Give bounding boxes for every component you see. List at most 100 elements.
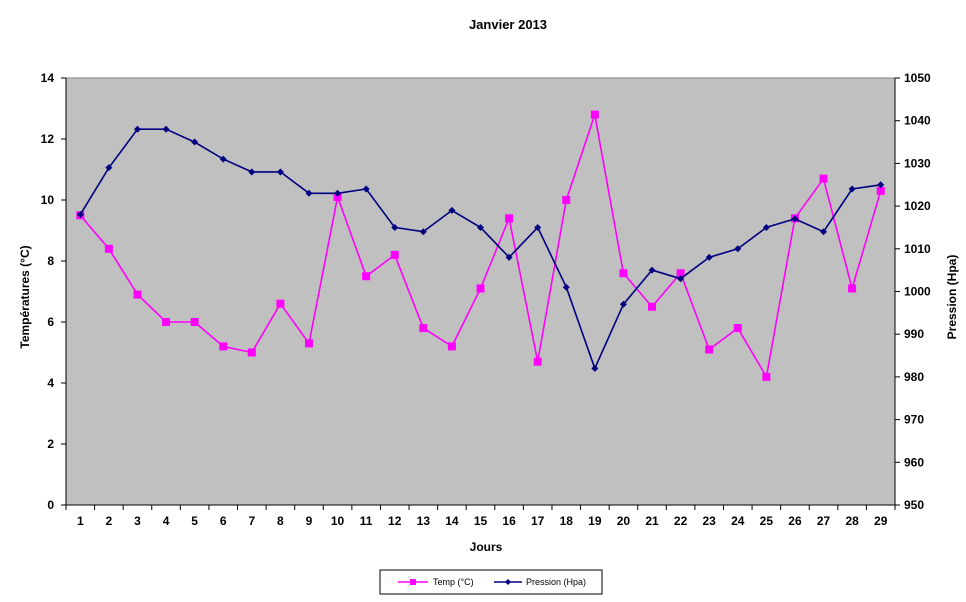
pressure-point xyxy=(619,300,627,308)
right-tick-label: 980 xyxy=(904,370,924,384)
x-tick-label: 8 xyxy=(277,514,284,528)
right-tick-label: 960 xyxy=(904,455,924,469)
temp-point xyxy=(247,348,256,357)
temp-point xyxy=(619,269,628,278)
right-tick-label: 1020 xyxy=(904,199,931,213)
temp-point xyxy=(533,357,542,366)
x-tick-label: 17 xyxy=(531,514,545,528)
pressure-point xyxy=(648,266,656,274)
x-tick-label: 24 xyxy=(731,514,745,528)
right-tick-label: 1000 xyxy=(904,285,931,299)
temp-point xyxy=(648,302,657,311)
legend-temp-label: Temp (°C) xyxy=(433,577,474,587)
temp-point xyxy=(390,250,399,259)
left-tick-label: 10 xyxy=(41,193,55,207)
pressure-point xyxy=(76,211,84,219)
pressure-point xyxy=(762,223,770,231)
temp-point xyxy=(733,324,742,333)
temp-point xyxy=(848,284,857,293)
left-tick-label: 8 xyxy=(47,254,54,268)
right-y-axis-title: Pression (Hpa) xyxy=(945,255,959,340)
pressure-point xyxy=(477,223,484,231)
temp-point xyxy=(476,284,485,293)
x-tick-label: 21 xyxy=(645,514,659,528)
x-tick-label: 11 xyxy=(360,514,373,528)
pressure-point xyxy=(305,189,313,197)
right-tick-label: 1040 xyxy=(904,114,931,128)
left-tick-label: 12 xyxy=(41,132,55,146)
left-tick-label: 6 xyxy=(47,315,54,329)
x-axis: 1 2 3 4 5 6 7 8 9 10 11 12 13 14 15 16 17 18 19 20 21 22 23 24 2… xyxy=(65,504,896,528)
temp-point xyxy=(876,186,885,195)
x-tick-label: 14 xyxy=(445,514,459,528)
right-tick-label: 1030 xyxy=(904,156,931,170)
temp-point xyxy=(104,244,113,253)
x-tick-label: 10 xyxy=(331,514,345,528)
temp-point xyxy=(447,342,456,351)
legend-pressure-label: Pression (Hpa) xyxy=(526,577,586,587)
pressure-point xyxy=(534,223,542,231)
x-tick-label: 6 xyxy=(220,514,227,528)
left-tick-label: 2 xyxy=(47,437,54,451)
x-tick-label: 22 xyxy=(674,514,688,528)
temp-point xyxy=(505,214,514,223)
legend-pressure-marker xyxy=(505,579,511,585)
pressure-point xyxy=(791,215,799,223)
pressure-point xyxy=(505,253,513,261)
x-tick-label: 29 xyxy=(874,514,888,528)
right-y-axis: 950 960 970 980 990 1000 1010 1020 1030 1040 1050 xyxy=(894,71,931,512)
x-tick-label: 12 xyxy=(388,514,402,528)
x-tick-label: 20 xyxy=(617,514,631,528)
temp-point xyxy=(190,318,199,326)
x-tick-label: 19 xyxy=(588,514,602,528)
legend-temp-marker xyxy=(410,579,416,585)
temp-point xyxy=(219,342,228,351)
temp-point xyxy=(419,324,428,333)
x-tick-label: 25 xyxy=(760,514,774,528)
pressure-point xyxy=(448,206,456,214)
x-tick-label: 9 xyxy=(306,514,313,528)
pressure-point xyxy=(219,155,227,163)
x-tick-label: 27 xyxy=(817,514,831,528)
pressure-point xyxy=(877,181,885,189)
x-tick-label: 18 xyxy=(560,514,574,528)
pressure-point xyxy=(734,245,742,253)
x-tick-label: 16 xyxy=(502,514,516,528)
pressure-point xyxy=(276,168,284,176)
x-axis-title: Jours xyxy=(470,540,503,554)
pressure-point xyxy=(162,125,170,133)
chart-title: Janvier 2013 xyxy=(469,17,547,32)
left-tick-label: 4 xyxy=(47,376,54,390)
left-tick-label: 0 xyxy=(47,498,54,512)
temp-point xyxy=(819,174,828,183)
temp-point xyxy=(762,372,771,381)
temp-point xyxy=(562,196,571,204)
temp-point xyxy=(333,192,342,201)
x-tick-label: 15 xyxy=(474,514,488,528)
legend: Temp (°C) Pression (Hpa) xyxy=(379,569,603,595)
left-tick-label: 14 xyxy=(41,71,55,85)
pressure-point xyxy=(133,125,141,133)
right-tick-label: 1010 xyxy=(904,242,931,256)
pressure-point xyxy=(848,185,856,193)
pressure-point xyxy=(591,364,599,372)
x-tick-label: 4 xyxy=(163,514,170,528)
pressure-point xyxy=(419,228,427,236)
temp-point xyxy=(162,318,171,326)
left-y-axis: 0 2 4 6 8 10 12 14 xyxy=(41,71,67,512)
temp-point xyxy=(133,290,142,299)
x-tick-label: 13 xyxy=(417,514,431,528)
temp-point xyxy=(276,299,285,308)
pressure-point xyxy=(391,223,399,231)
temp-point xyxy=(705,345,714,354)
pressure-point xyxy=(562,283,570,291)
temp-point xyxy=(362,272,371,281)
right-tick-label: 990 xyxy=(904,327,924,341)
right-tick-label: 970 xyxy=(904,413,924,427)
temp-point xyxy=(676,269,685,278)
pressure-point xyxy=(105,164,113,172)
x-tick-label: 3 xyxy=(134,514,141,528)
x-tick-label: 1 xyxy=(77,514,84,528)
x-tick-label: 26 xyxy=(788,514,802,528)
x-tick-label: 28 xyxy=(845,514,859,528)
